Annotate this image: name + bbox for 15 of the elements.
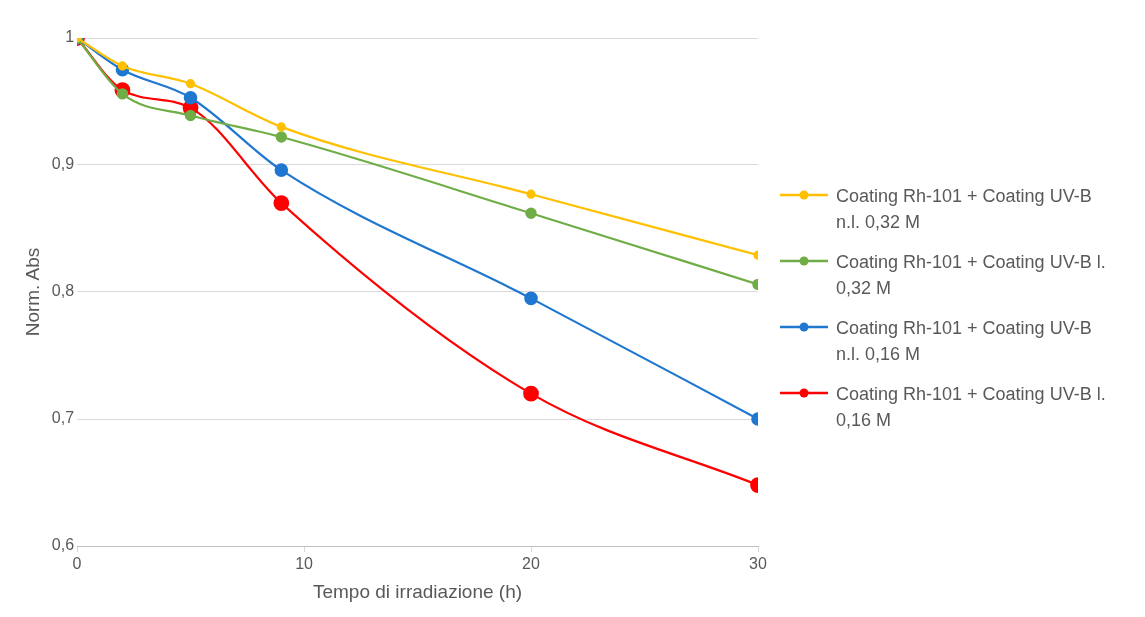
y-tick-label: 0,7 bbox=[51, 409, 75, 427]
y-axis-title: Norm. Abs bbox=[21, 247, 43, 337]
x-tick-label: 20 bbox=[522, 555, 541, 573]
y-tick-label: 0,8 bbox=[51, 282, 75, 300]
x-tick-label: 30 bbox=[749, 555, 767, 573]
y-tick-label: 0,6 bbox=[51, 536, 75, 554]
legend-label: Coating Rh-101 + Coating UV-B l. 0,32 M bbox=[836, 251, 1106, 300]
x-axis-title: Tempo di irradiazione (h) bbox=[312, 580, 523, 602]
legend-label: Coating Rh-101 + Coating UV-B l. 0,16 M bbox=[836, 383, 1106, 432]
x-tick-label: 0 bbox=[72, 555, 82, 573]
x-tick-label: 10 bbox=[295, 555, 314, 573]
y-tick-label: 1 bbox=[65, 28, 75, 46]
y-tick-label: 0,9 bbox=[51, 155, 75, 173]
legend-label: Coating Rh-101 + Coating UV-B n.l. 0,16 M bbox=[836, 317, 1093, 366]
legend-label: Coating Rh-101 + Coating UV-B n.l. 0,32 M bbox=[836, 185, 1093, 234]
